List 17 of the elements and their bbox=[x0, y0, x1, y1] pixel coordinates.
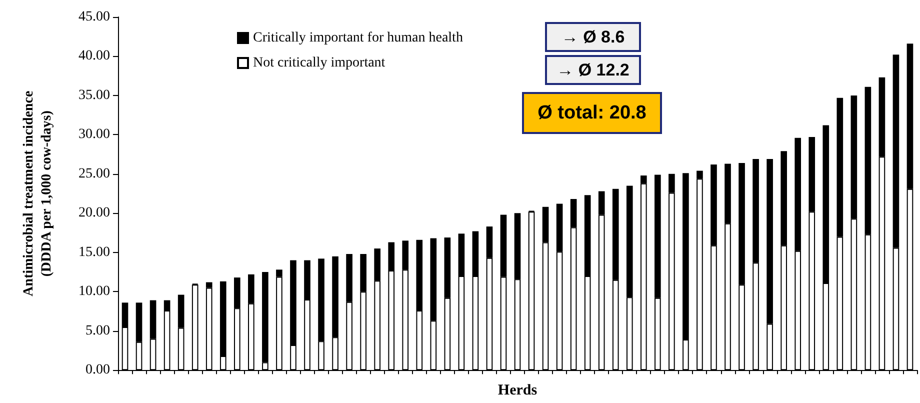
y-tick-label: 10.00 bbox=[78, 284, 110, 300]
y-axis-title: Antimicrobial treatment incidence (DDDA per 1,000 cow-days) bbox=[22, 90, 54, 296]
legend-label: Not critically important bbox=[253, 56, 386, 70]
y-tick-label: 30.00 bbox=[78, 127, 110, 142]
y-tick-label: 25.00 bbox=[78, 166, 110, 182]
y-tick-label: 5.00 bbox=[86, 323, 110, 338]
annotation: → Ø 8.6 bbox=[561, 28, 625, 46]
y-tick-label: 20.00 bbox=[78, 206, 110, 221]
x-axis-title: Herds bbox=[498, 382, 538, 398]
y-tick-label: 45.00 bbox=[78, 10, 110, 24]
legend-label: Critically important for human health bbox=[253, 30, 463, 46]
annotation: → Ø 12.2 bbox=[556, 60, 630, 80]
y-tick-label: 0.00 bbox=[86, 362, 110, 378]
y-tick-label: 35.00 bbox=[78, 88, 110, 103]
annotation: Ø total: 20.8 bbox=[538, 102, 646, 124]
y-tick-label: 40.00 bbox=[78, 48, 110, 64]
y-tick-label: 15.00 bbox=[78, 244, 110, 260]
